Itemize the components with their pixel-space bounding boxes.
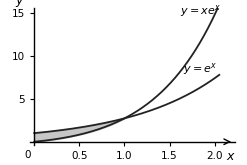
Text: $\mathit{y}$: $\mathit{y}$ [15, 0, 25, 9]
Text: $y = e^x$: $y = e^x$ [183, 61, 218, 77]
Text: 0: 0 [25, 149, 31, 160]
Text: $y = xe^x$: $y = xe^x$ [181, 3, 222, 19]
Text: $\mathit{x}$: $\mathit{x}$ [226, 150, 236, 163]
